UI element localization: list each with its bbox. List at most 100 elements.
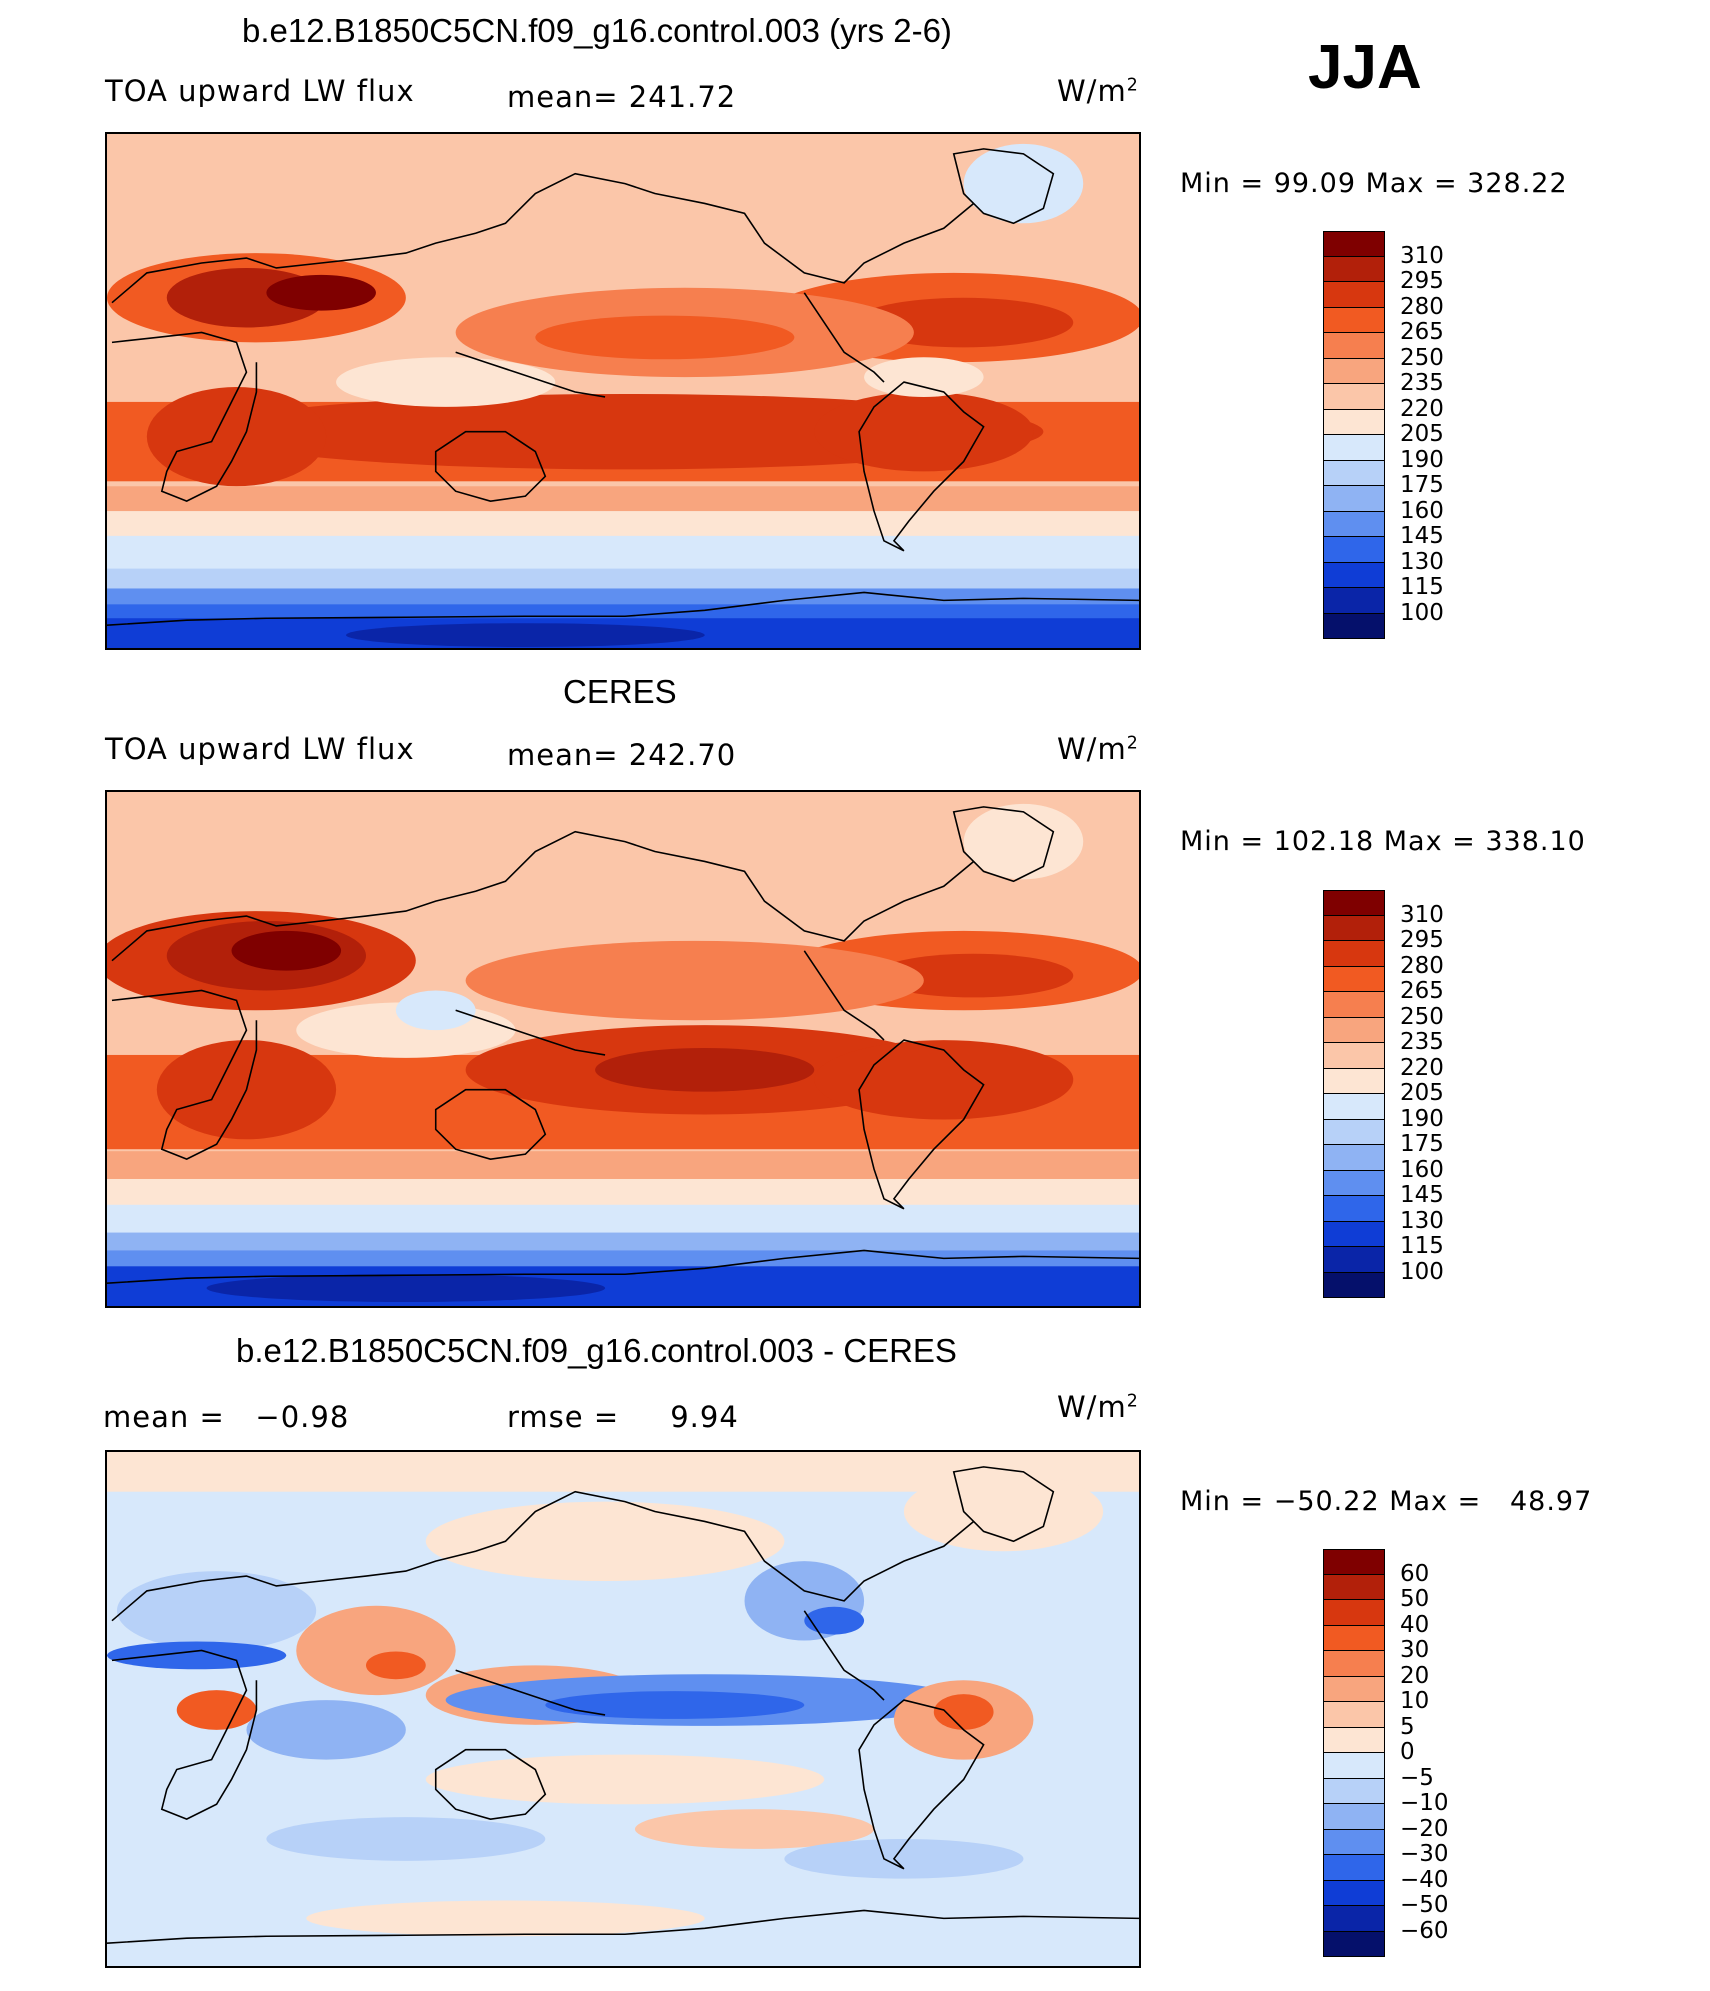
colorbar-swatch [1323,1906,1385,1932]
map-diff [105,1450,1141,1968]
colorbar-tick-label: 280 [1400,952,1444,979]
map-obs [105,790,1141,1308]
units-label-obs: W/m2 [1057,732,1139,766]
colorbar-tick-label: 250 [1400,344,1444,371]
colorbar-swatch [1323,1855,1385,1881]
colorbar-tick-label: 50 [1400,1586,1430,1612]
colorbar-tick-label: 100 [1400,1258,1444,1285]
colorbar-swatch [1323,1221,1385,1247]
colorbar-tick-label: 295 [1400,268,1444,294]
mean-label-obs: mean= 242.70 [507,738,737,772]
colorbar-swatch [1323,1068,1385,1094]
colorbar-tick-label: 130 [1400,1207,1444,1234]
colorbar-swatch [1323,1753,1385,1779]
colorbar-swatch [1323,1676,1385,1702]
colorbar-swatch [1323,1247,1385,1273]
map-model [105,132,1141,650]
colorbar-swatch [1323,1094,1385,1120]
colorbar-obs [1323,890,1385,1298]
colorbar-swatch [1323,1600,1385,1626]
colorbar-swatch [1323,1043,1385,1069]
colorbar-tick-label: 160 [1400,1156,1444,1183]
colorbar-swatch [1323,256,1385,282]
colorbar-tick-label: 115 [1400,574,1444,600]
colorbar-swatch [1323,588,1385,614]
colorbar-swatch [1323,1829,1385,1855]
colorbar-tick-label: 235 [1400,1029,1444,1055]
panel-title-diff: b.e12.B1850C5CN.f09_g16.control.003 - CE… [236,1332,957,1369]
colorbar-tick-label: 160 [1400,497,1444,524]
units-label-diff: W/m2 [1057,1390,1139,1424]
colorbar-swatch [1323,1778,1385,1804]
colorbar-tick-label: 0 [1400,1739,1415,1765]
colorbar-swatch [1323,1727,1385,1753]
colorbar-swatch [1323,307,1385,333]
colorbar-diff [1323,1549,1385,1957]
colorbar-swatch [1323,231,1385,257]
season-label: JJA [1308,33,1422,102]
colorbar-swatch [1323,1017,1385,1043]
colorbar-tick-label: 280 [1400,293,1444,320]
colorbar-swatch [1323,915,1385,941]
colorbar-tick-label: 145 [1400,523,1444,549]
colorbar-swatch [1323,333,1385,359]
colorbar-swatch [1323,1702,1385,1728]
colorbar-swatch [1323,1804,1385,1830]
mean-label-model: mean= 241.72 [507,80,737,114]
colorbar-swatch [1323,1651,1385,1677]
colorbar-swatch [1323,1272,1385,1298]
minmax-obs: Min = 102.18 Max = 338.10 [1180,826,1586,857]
minmax-model: Min = 99.09 Max = 328.22 [1180,168,1568,199]
colorbar-swatch [1323,409,1385,435]
colorbar-swatch [1323,511,1385,537]
panel-title-model: b.e12.B1850C5CN.f09_g16.control.003 (yrs… [242,12,952,49]
colorbar-swatch [1323,613,1385,639]
colorbar-tick-label: −10 [1400,1790,1449,1816]
colorbar-tick-label: 295 [1400,927,1444,953]
colorbar-tick-label: 205 [1400,1080,1444,1106]
colorbar-tick-label: 310 [1400,242,1444,269]
rmse-label-diff: rmse = 9.94 [507,1400,739,1434]
variable-label-obs: TOA upward LW flux [105,732,415,766]
colorbar-swatch [1323,1625,1385,1651]
colorbar-swatch [1323,941,1385,967]
colorbar-swatch [1323,1574,1385,1600]
colorbar-swatch [1323,1119,1385,1145]
colorbar-swatch [1323,384,1385,410]
colorbar-swatch [1323,1880,1385,1906]
colorbar-tick-label: 205 [1400,421,1444,447]
colorbar-tick-label: −30 [1400,1841,1449,1867]
colorbar-swatch [1323,992,1385,1018]
minmax-diff: Min = −50.22 Max = 48.97 [1180,1486,1593,1517]
colorbar-tick-label: −50 [1400,1892,1449,1918]
colorbar-tick-label: 115 [1400,1233,1444,1259]
colorbar-swatch [1323,966,1385,992]
colorbar-tick-label: 175 [1400,1131,1444,1157]
colorbar-tick-label: 190 [1400,446,1444,473]
units-label-model: W/m2 [1057,74,1139,108]
colorbar-swatch [1323,460,1385,486]
colorbar-swatch [1323,1170,1385,1196]
panel-title-obs: CERES [563,673,677,710]
colorbar-swatch [1323,562,1385,588]
colorbar-swatch [1323,1196,1385,1222]
colorbar-model [1323,231,1385,639]
colorbar-tick-label: 5 [1400,1713,1415,1740]
colorbar-tick-label: 190 [1400,1105,1444,1132]
colorbar-swatch [1323,358,1385,384]
colorbar-tick-label: 130 [1400,548,1444,575]
colorbar-tick-label: 100 [1400,599,1444,626]
colorbar-tick-label: 40 [1400,1611,1430,1638]
variable-label-model: TOA upward LW flux [105,74,415,108]
colorbar-swatch [1323,1931,1385,1957]
colorbar-tick-label: 220 [1400,1054,1444,1081]
colorbar-tick-label: 220 [1400,395,1444,422]
colorbar-tick-label: 310 [1400,901,1444,928]
colorbar-tick-label: 250 [1400,1003,1444,1030]
colorbar-swatch [1323,537,1385,563]
colorbar-swatch [1323,435,1385,461]
colorbar-swatch [1323,486,1385,512]
colorbar-swatch [1323,1549,1385,1575]
colorbar-tick-label: 265 [1400,319,1444,345]
colorbar-tick-label: 145 [1400,1182,1444,1208]
